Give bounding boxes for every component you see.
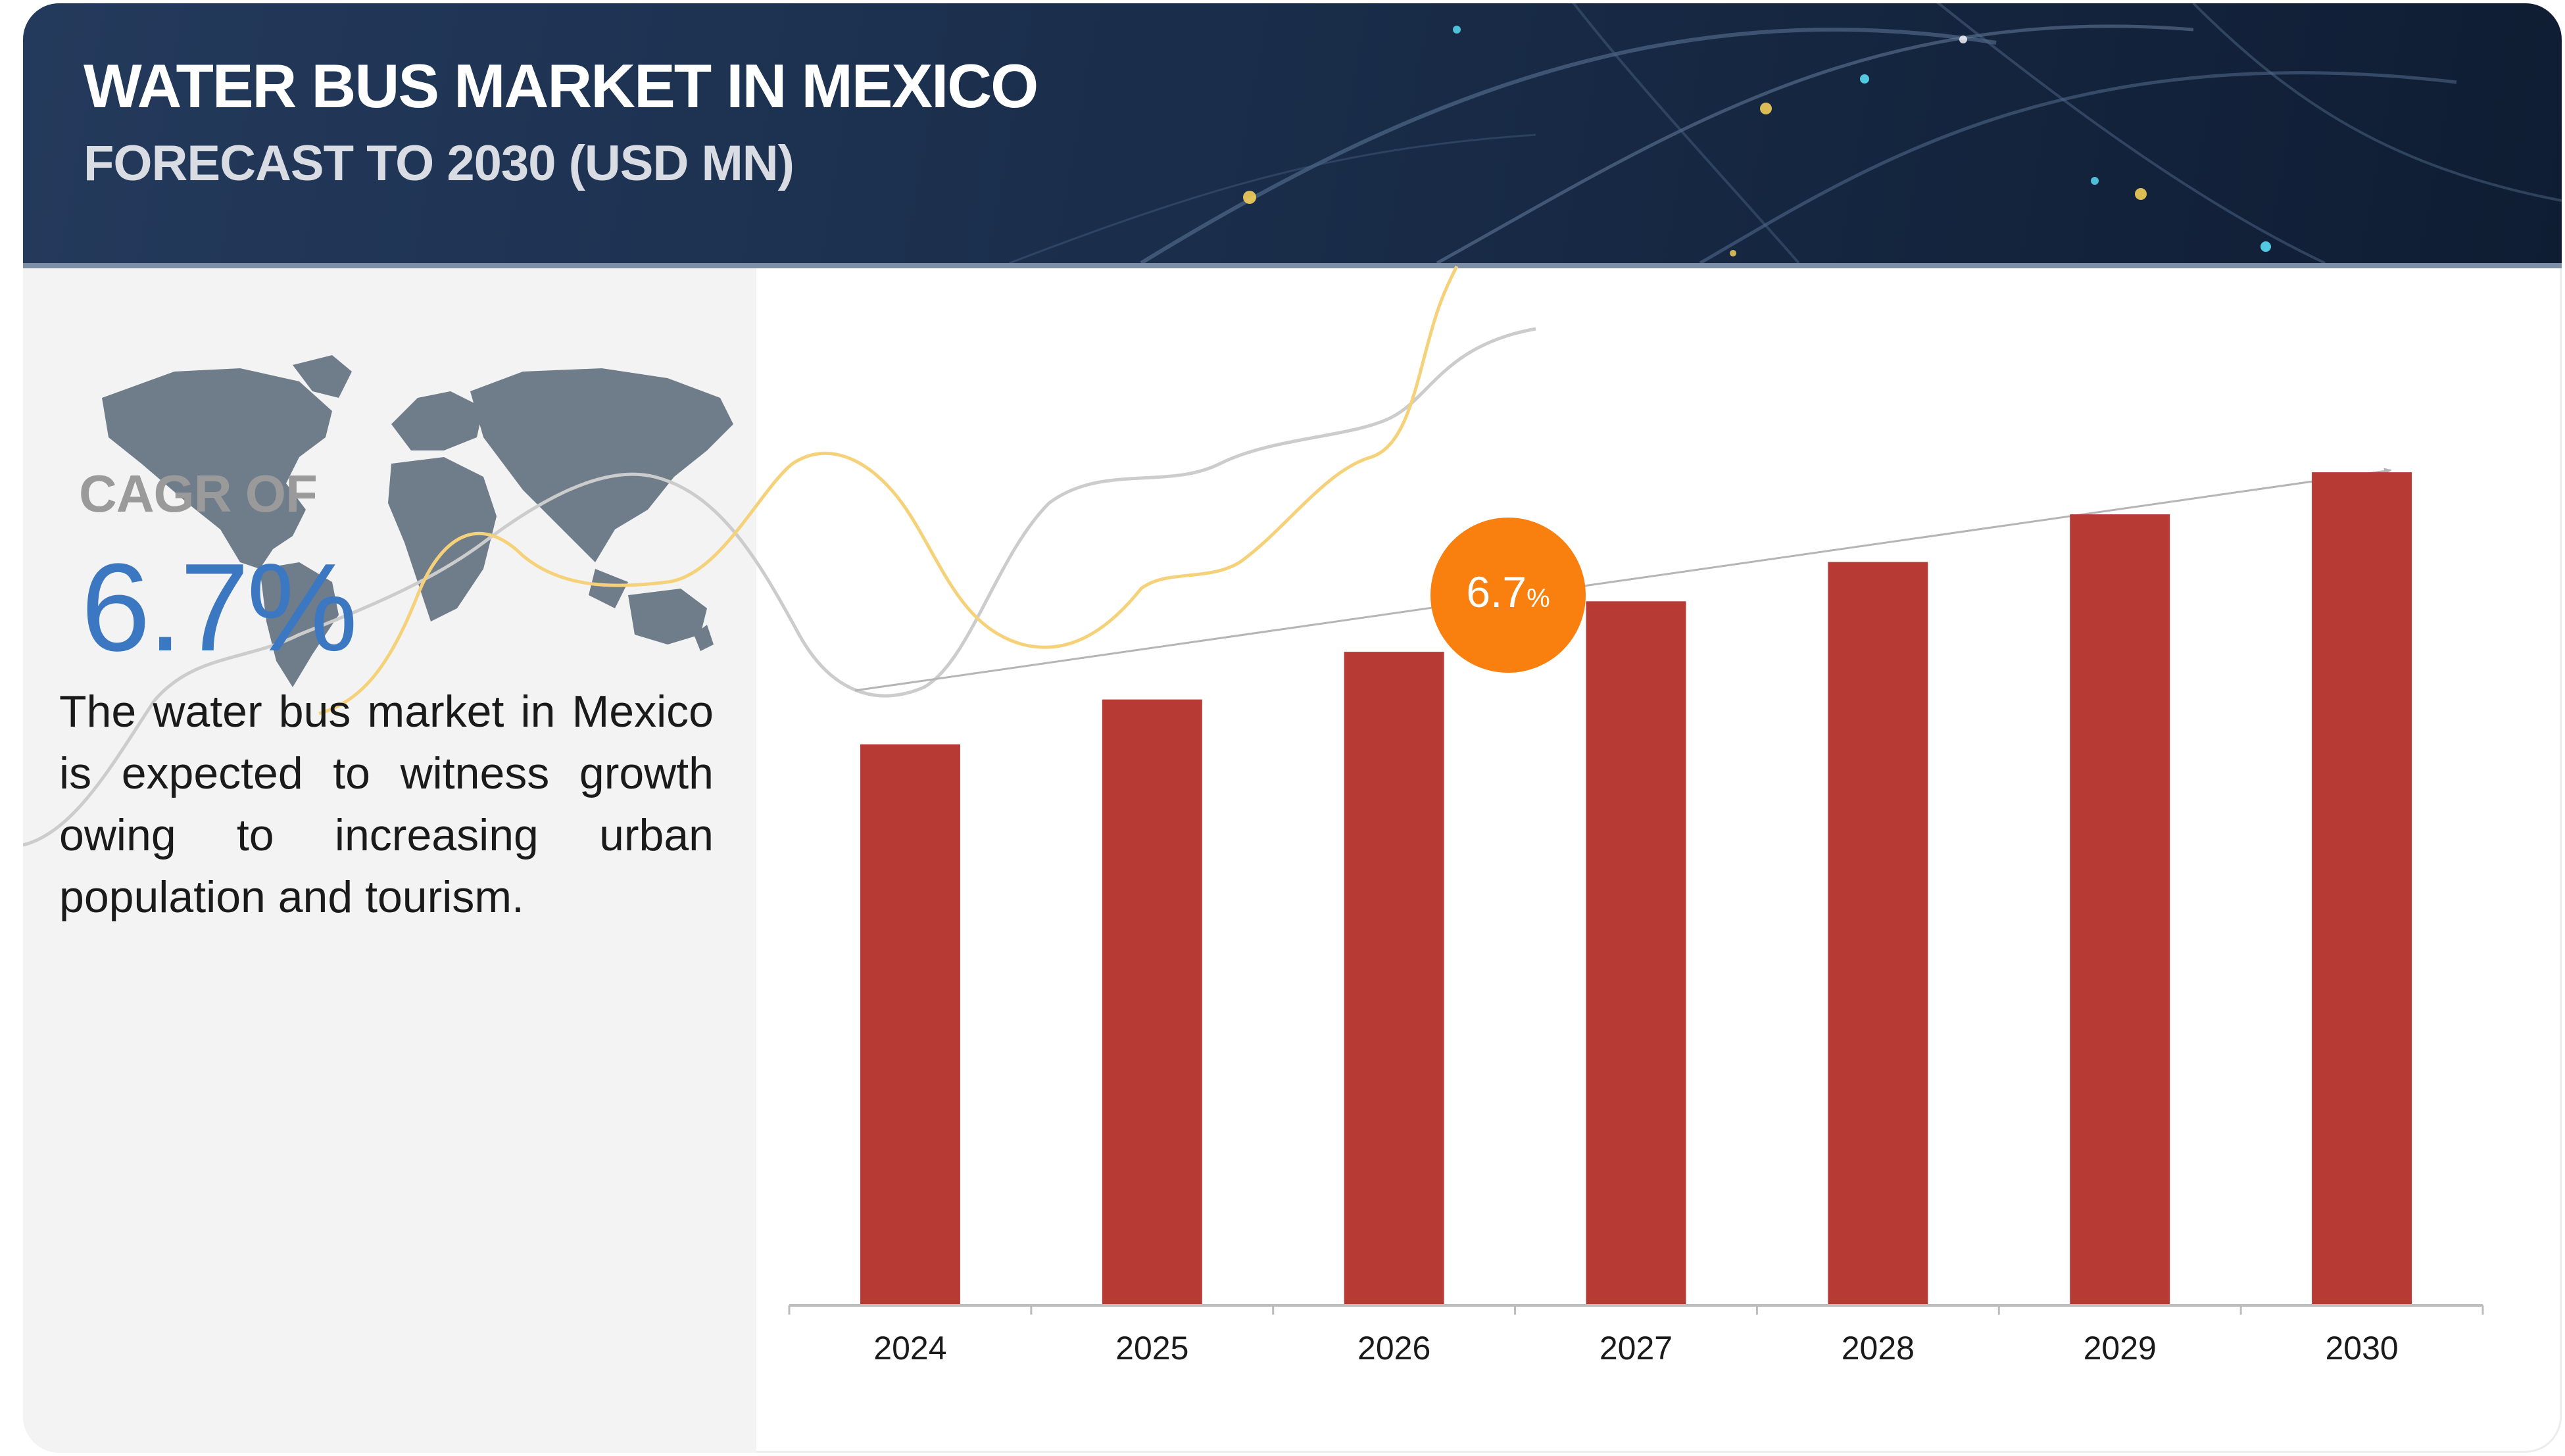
- bar-2028: [1828, 562, 1928, 1305]
- x-tick-label-2025: 2025: [1115, 1330, 1188, 1367]
- bar-2025: [1102, 699, 1202, 1305]
- growth-trend-arrow: [854, 468, 2392, 692]
- svg-text:6.7%: 6.7%: [1466, 568, 1550, 616]
- cagr-badge: 6.7%: [1430, 518, 1586, 673]
- bar-2029: [2070, 514, 2170, 1305]
- x-axis-ticks: [788, 1305, 2484, 1315]
- bars-group: [860, 472, 2412, 1305]
- bar-2027: [1586, 601, 1686, 1305]
- cagr-badge-circle: [1430, 518, 1586, 673]
- x-tick-label-2029: 2029: [2084, 1330, 2157, 1367]
- badge-unit: %: [1527, 584, 1550, 613]
- x-tick-label-2030: 2030: [2325, 1330, 2398, 1367]
- x-tick-label-2026: 2026: [1357, 1330, 1430, 1367]
- chart-title: WATER BUS MARKET IN MEXICO: [84, 51, 1038, 120]
- bar-2024: [860, 744, 960, 1305]
- bar-2026: [1344, 652, 1444, 1305]
- header-banner: WATER BUS MARKET IN MEXICO FORECAST TO 2…: [23, 3, 2562, 268]
- x-axis-tick-labels: 2024 2025 2026 2027 2028 2029 2030: [873, 1330, 2398, 1367]
- x-tick-label-2027: 2027: [1600, 1330, 1673, 1367]
- bar-chart: 2024 2025 2026 2027 2028 2029 2030 6.7%: [788, 468, 2484, 1367]
- chart-subtitle: FORECAST TO 2030 (USD MN): [84, 135, 794, 191]
- infographic-card: WATER BUS MARKET IN MEXICO FORECAST TO 2…: [23, 3, 2562, 1453]
- bar-2030: [2312, 472, 2412, 1305]
- market-description: The water bus market in Mexico is expect…: [59, 687, 714, 922]
- banner-light-streaks: [1009, 3, 2562, 263]
- cagr-label: CAGR OF: [79, 464, 318, 523]
- x-tick-label-2028: 2028: [1842, 1330, 1915, 1367]
- cagr-value: 6.7%: [81, 538, 358, 677]
- badge-value: 6.7: [1466, 568, 1527, 616]
- x-tick-label-2024: 2024: [873, 1330, 946, 1367]
